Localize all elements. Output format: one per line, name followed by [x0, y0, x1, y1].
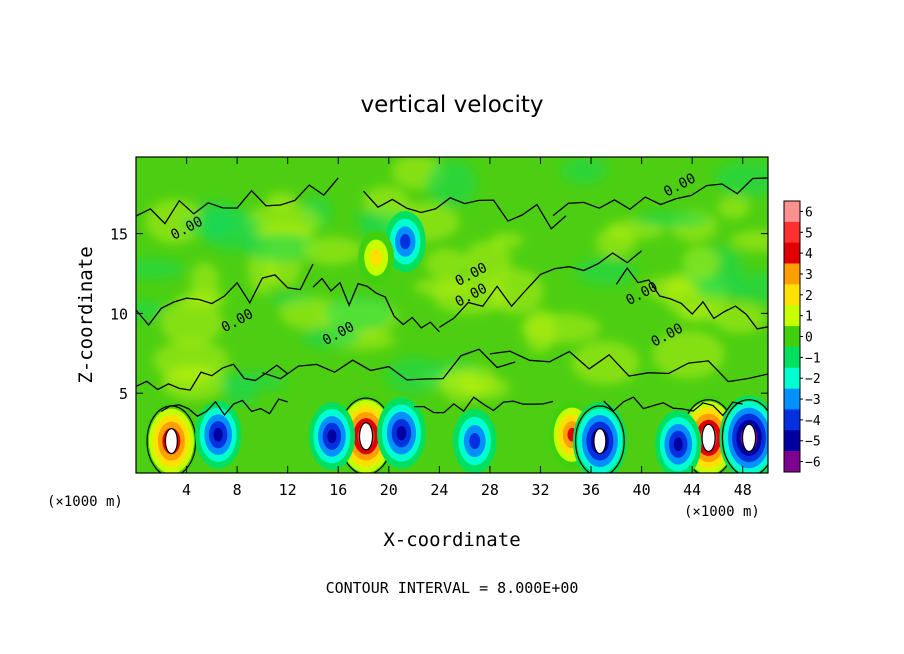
- colorbar-swatch: [784, 430, 800, 452]
- zero-contour-5: [439, 250, 643, 328]
- x-tick-label: 28: [481, 481, 499, 499]
- y-tick-label: 15: [110, 226, 128, 244]
- colorbar-swatch: [784, 346, 800, 369]
- colorbar-tick-label: −6: [805, 456, 821, 471]
- zero-contour-4: [312, 277, 440, 333]
- colorbar-swatch: [784, 201, 800, 223]
- zero-contour-6: [615, 266, 768, 330]
- colorbar-swatch: [784, 263, 800, 285]
- downdraft-cell-6: [377, 397, 426, 469]
- updraft-cell-12: [358, 230, 395, 285]
- downdraft-cell-7: [308, 402, 356, 471]
- x-tick-label: 16: [329, 481, 347, 499]
- contour-interval-note: CONTOUR INTERVAL = 8.000E+00: [326, 579, 579, 597]
- zero-contour-9: [552, 177, 768, 217]
- plot-frame: [135, 156, 769, 474]
- colorbar-swatch: [784, 326, 800, 348]
- colorbar: 6 5 4 3 2 1 0 −1 −2 −3 −4 −5 −6: [783, 200, 821, 473]
- colorbar-tick-label: 5: [805, 226, 813, 241]
- contour-lines: [136, 177, 768, 417]
- y-tick-label: 5: [119, 385, 128, 403]
- zero-contour-2: [489, 350, 768, 383]
- zero-contour-8: [363, 190, 567, 230]
- x-tick-label: 4: [182, 481, 191, 499]
- downdraft-cell-5: [195, 400, 242, 469]
- colorbar-swatch: [784, 284, 800, 306]
- x-axis-label: X-coordinate: [383, 529, 520, 551]
- y-tick-label: 10: [110, 305, 128, 323]
- x-unit-right: (×1000 m): [684, 504, 760, 520]
- x-axis: 4 8 12 16 20 24 28 32 36 40 44 48: [182, 157, 752, 499]
- colorbar-tick-label: 1: [805, 310, 813, 325]
- colorbar-tick-label: 2: [805, 289, 813, 304]
- colorbar-swatch: [784, 242, 800, 264]
- field-features: [144, 211, 768, 473]
- updraft-cell-0: [144, 402, 199, 473]
- colorbar-tick-label: −1: [805, 351, 821, 366]
- x-tick-label: 44: [683, 481, 701, 499]
- x-tick-label: 36: [582, 481, 600, 499]
- x-tick-label: 48: [734, 481, 752, 499]
- colorbar-swatch: [784, 388, 800, 410]
- colorbar-tick-label: 3: [805, 268, 813, 283]
- zero-contour-12: [603, 396, 743, 417]
- colorbar-tick-label: 4: [805, 247, 813, 262]
- colorbar-tick-label: −3: [805, 393, 821, 408]
- x-unit-left: (×1000 m): [47, 494, 123, 510]
- colorbar-tick-label: −2: [805, 372, 821, 387]
- zero-contour-11: [414, 396, 554, 414]
- colorbar-tick-label: 6: [805, 205, 813, 220]
- x-tick-label: 8: [233, 481, 242, 499]
- x-tick-label: 24: [430, 481, 448, 499]
- field-mottling: [136, 157, 768, 408]
- colorbar-swatch: [784, 305, 800, 327]
- colorbar-tick-label: −5: [805, 435, 821, 450]
- colorbar-swatch: [784, 367, 800, 389]
- colorbar-swatch: [784, 451, 800, 473]
- downdraft-cell-11: [384, 211, 426, 273]
- x-tick-label: 32: [531, 481, 549, 499]
- y-axis: 5 10 15: [110, 226, 768, 403]
- colorbar-swatch: [784, 221, 800, 243]
- chart-title: vertical velocity: [361, 92, 544, 118]
- x-tick-label: 12: [279, 481, 297, 499]
- colorbar-tick-label: −4: [805, 414, 821, 429]
- downdraft-cell-9: [655, 410, 702, 473]
- colorbar-swatch: [784, 409, 800, 431]
- y-axis-label: Z-coordinate: [75, 246, 97, 383]
- downdraft-cell-10: [452, 408, 497, 473]
- x-tick-label: 20: [380, 481, 398, 499]
- zero-contour-3: [136, 263, 314, 327]
- zero-contour-10: [160, 398, 288, 417]
- downdraft-cell-8: [572, 402, 627, 473]
- zero-contour-0: [136, 363, 289, 391]
- zero-contour-7: [136, 177, 339, 225]
- zero-contour-1: [262, 348, 516, 381]
- x-tick-label: 40: [633, 481, 651, 499]
- colorbar-tick-label: 0: [805, 331, 813, 346]
- downdraft-cell-4: [719, 395, 768, 473]
